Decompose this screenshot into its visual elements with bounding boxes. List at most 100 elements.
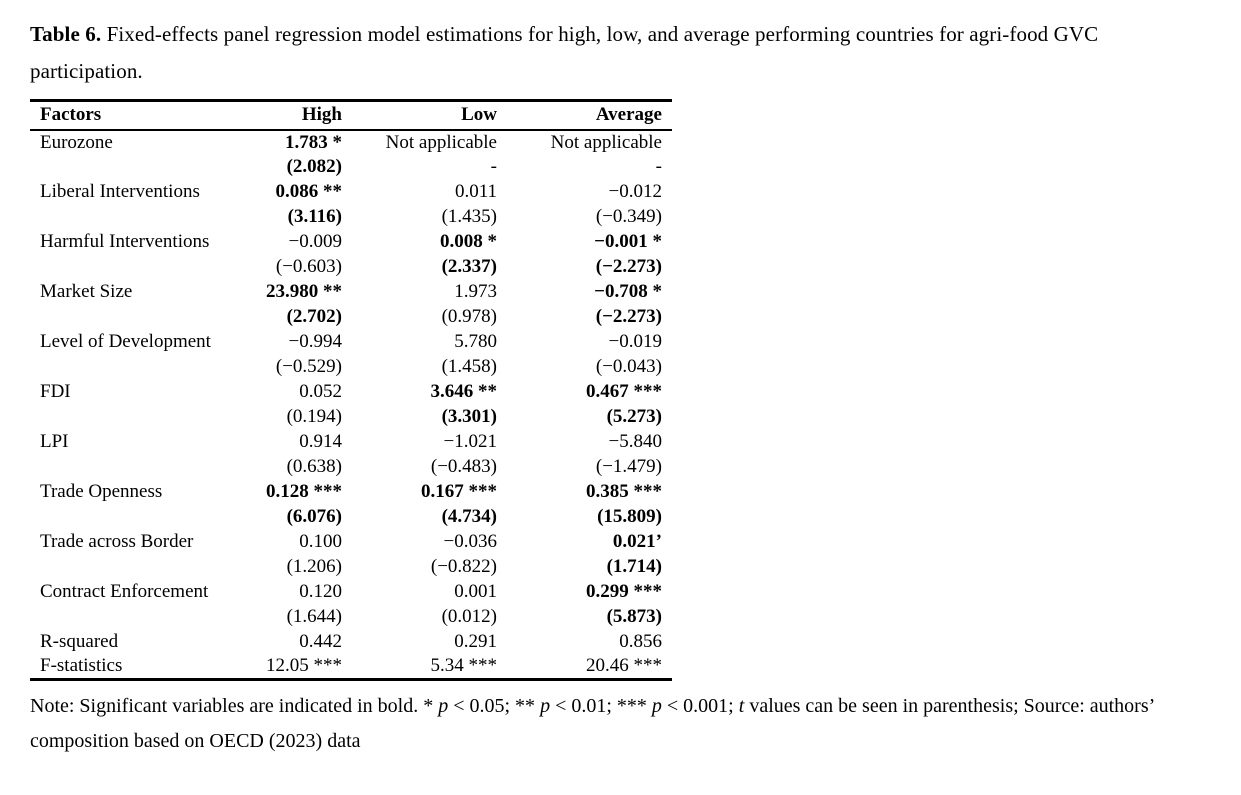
table-cell: (−0.822)	[430, 556, 497, 577]
note-segment: p	[438, 695, 449, 717]
table-row: Trade Openness 0.128 *** 0.167 *** 0.385 **…	[30, 480, 672, 505]
table-cell	[30, 455, 230, 480]
table-row: (2.082) - -	[30, 155, 672, 180]
table-cell: (6.076)	[286, 506, 342, 527]
table-cell: Level of Development	[40, 331, 211, 352]
table-header-row: Factors High Low Average	[30, 100, 672, 131]
note-segment: p	[540, 695, 551, 717]
table-row: Contract Enforcement 0.120 0.001 0.299 ***	[30, 580, 672, 605]
table-cell: Eurozone	[40, 131, 113, 153]
table-cell: (1.435)	[441, 206, 497, 227]
table-cell: (0.638)	[286, 456, 342, 477]
table-row: LPI 0.914 −1.021 −5.840	[30, 430, 672, 455]
table-cell: (−0.043)	[595, 356, 662, 377]
table-cell: 0.011	[454, 181, 497, 202]
table-row: Harmful Interventions −0.009 0.008 * −0.001…	[30, 230, 672, 255]
table-cell: −5.840	[608, 431, 662, 452]
note-segment: values can be seen in parenthesis; Sourc…	[30, 695, 1154, 752]
table-cell: 0.167 ***	[421, 481, 497, 502]
table-cell: 0.385 ***	[586, 481, 662, 502]
note-segment: p	[651, 695, 662, 717]
table-cell: (3.116)	[287, 206, 342, 227]
column-header-low: Low	[342, 100, 497, 131]
table-row: Market Size 23.980 ** 1.973 −0.708 *	[30, 280, 672, 305]
table-cell: Market Size	[40, 281, 133, 302]
table-cell: 0.914	[299, 431, 342, 452]
table-cell: −0.009	[288, 231, 342, 252]
table-cell: 0.052	[299, 381, 342, 402]
title-segment: Table 6.	[30, 22, 102, 46]
table-row: (−0.529) (1.458) (−0.043)	[30, 355, 672, 380]
table-cell: 1.783 *	[285, 131, 342, 153]
table-cell: 1.973	[454, 281, 497, 302]
table-row: (−0.603) (2.337) (−2.273)	[30, 255, 672, 280]
table-cell: (−0.603)	[275, 256, 342, 277]
table-cell: 0.021’	[612, 531, 662, 552]
table-cell: (15.809)	[597, 506, 662, 527]
table-cell: (0.012)	[441, 606, 497, 627]
table-cell: R-squared	[40, 631, 119, 652]
table-cell: (1.458)	[441, 356, 497, 377]
table-row: (2.702) (0.978) (−2.273)	[30, 305, 672, 330]
table-cell: (−2.273)	[595, 256, 662, 277]
table-cell: (−0.349)	[595, 206, 662, 227]
table-cell: 0.291	[454, 631, 497, 652]
table-cell: 0.008 *	[440, 231, 497, 252]
table-cell	[30, 305, 230, 330]
table-row: (0.638) (−0.483) (−1.479)	[30, 455, 672, 480]
table-cell: −1.021	[443, 431, 497, 452]
table-cell: -	[655, 156, 662, 177]
table-note: Note: Significant variables are indicate…	[30, 689, 1211, 759]
table-row: Level of Development −0.994 5.780 −0.019	[30, 330, 672, 355]
table-cell: −0.994	[288, 331, 342, 352]
table-cell: 0.001	[454, 581, 497, 602]
column-header-average: Average	[497, 100, 672, 131]
table-row: F-statistics 12.05 *** 5.34 *** 20.46 ***	[30, 655, 672, 680]
table-cell	[30, 505, 230, 530]
column-header-factors: Factors	[30, 100, 230, 131]
table-cell: −0.708 *	[594, 281, 662, 302]
table-row: FDI 0.052 3.646 ** 0.467 ***	[30, 380, 672, 405]
table-cell: (0.978)	[441, 306, 497, 327]
table-cell: Harmful Interventions	[40, 231, 210, 252]
table-cell: Trade across Border	[40, 531, 194, 552]
table-cell: −0.019	[608, 331, 662, 352]
table-cell: (3.301)	[441, 406, 497, 427]
table-row: (0.194) (3.301) (5.273)	[30, 405, 672, 430]
note-segment: < 0.001;	[661, 695, 739, 717]
table-cell: (5.273)	[606, 406, 662, 427]
table-cell	[30, 605, 230, 630]
table-cell: 5.780	[454, 331, 497, 352]
table-cell: 20.46 ***	[586, 655, 662, 677]
table-cell: Contract Enforcement	[40, 581, 209, 602]
table-cell: 12.05 ***	[266, 655, 342, 677]
table-row: (3.116) (1.435) (−0.349)	[30, 205, 672, 230]
table-cell: (2.337)	[441, 256, 497, 277]
table-cell: 0.467 ***	[586, 381, 662, 402]
table-cell: 0.299 ***	[586, 581, 662, 602]
table-cell: (4.734)	[441, 506, 497, 527]
table-row: Liberal Interventions 0.086 ** 0.011 −0.012	[30, 180, 672, 205]
table-cell: Not applicable	[385, 131, 497, 153]
table-cell: -	[490, 156, 497, 177]
table-cell: (1.644)	[286, 606, 342, 627]
title-segment: Fixed-effects panel regression model est…	[30, 22, 1099, 83]
column-header-high: High	[230, 100, 342, 131]
table-row: (1.644) (0.012) (5.873)	[30, 605, 672, 630]
table-row: Trade across Border 0.100 −0.036 0.021’	[30, 530, 672, 555]
table-cell: (−0.529)	[275, 356, 342, 377]
table-cell: (2.082)	[286, 156, 342, 177]
table-cell: −0.036	[443, 531, 497, 552]
table-cell: 3.646 **	[430, 381, 498, 402]
table-cell: FDI	[40, 381, 71, 402]
table-row: (1.206) (−0.822) (1.714)	[30, 555, 672, 580]
table-cell: −0.001 *	[594, 231, 662, 252]
table-cell: 5.34 ***	[430, 655, 498, 677]
table-cell: LPI	[40, 431, 69, 452]
note-segment: < 0.05; **	[448, 695, 541, 717]
table-cell: 23.980 **	[266, 281, 342, 302]
table-cell: F-statistics	[40, 655, 123, 677]
page-title: Table 6. Fixed-effects panel regression …	[30, 16, 1211, 90]
table-row: Eurozone 1.783 * Not applicable Not applica…	[30, 130, 672, 155]
table-cell: (5.873)	[606, 606, 662, 627]
